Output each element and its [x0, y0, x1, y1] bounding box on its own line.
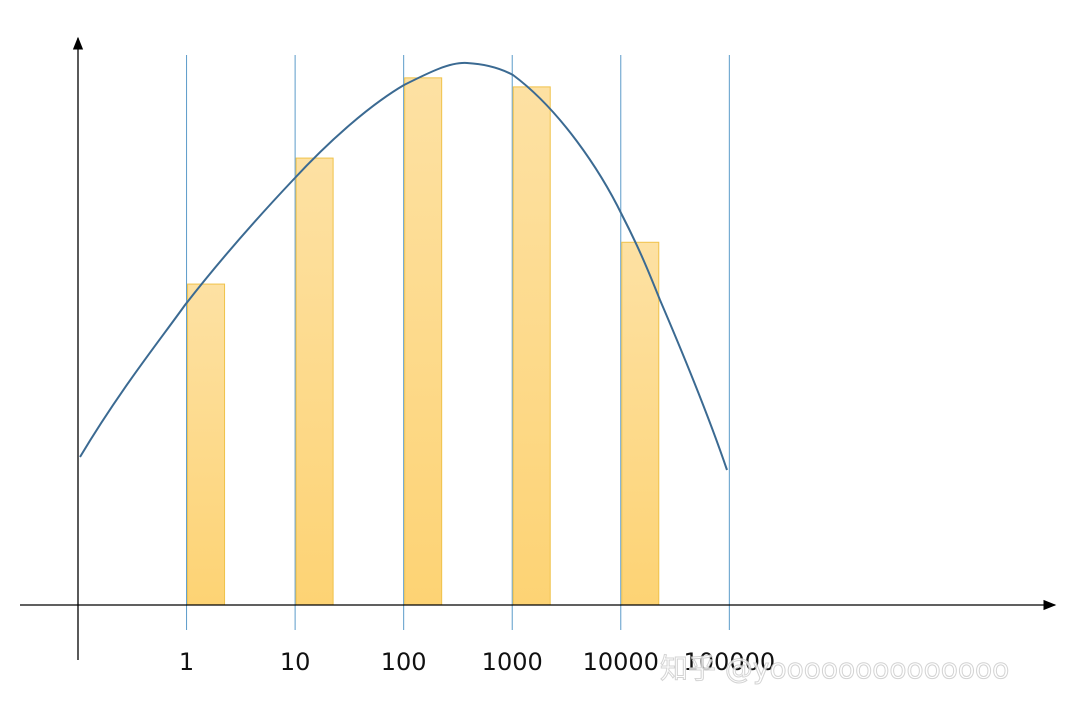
- bar: [295, 157, 334, 606]
- bar: [404, 77, 443, 606]
- density-curve: [79, 61, 728, 471]
- x-tick-label: 1: [179, 648, 194, 676]
- x-tick-label: 10000: [583, 648, 659, 676]
- bar: [621, 241, 660, 606]
- bar: [512, 86, 551, 606]
- bar: [187, 283, 226, 606]
- x-tick-label: 100: [381, 648, 427, 676]
- x-tick-label: 1000: [482, 648, 543, 676]
- watermark: 知乎 @yoooooooooooooo: [660, 652, 1009, 685]
- x-tick-label: 100000: [684, 648, 776, 676]
- x-tick-label: 10: [280, 648, 311, 676]
